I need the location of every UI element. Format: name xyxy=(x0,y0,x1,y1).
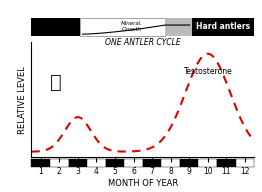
Text: ONE ANTLER CYCLE: ONE ANTLER CYCLE xyxy=(105,38,181,47)
X-axis label: MONTH OF YEAR: MONTH OF YEAR xyxy=(108,179,178,188)
Bar xyxy=(50,159,69,167)
Bar xyxy=(180,159,198,167)
Bar xyxy=(143,159,161,167)
Bar xyxy=(124,159,143,167)
FancyBboxPatch shape xyxy=(80,18,165,36)
Bar xyxy=(31,159,50,167)
FancyBboxPatch shape xyxy=(31,18,80,36)
Bar xyxy=(106,159,124,167)
Bar xyxy=(69,159,87,167)
Text: Testosterone: Testosterone xyxy=(184,68,232,76)
Bar xyxy=(87,159,106,167)
Bar xyxy=(198,159,217,167)
Bar xyxy=(217,159,236,167)
FancyBboxPatch shape xyxy=(165,18,192,36)
FancyBboxPatch shape xyxy=(192,18,254,36)
Y-axis label: RELATIVE LEVEL: RELATIVE LEVEL xyxy=(18,66,27,134)
Text: Hard antlers: Hard antlers xyxy=(196,22,250,31)
Text: Mineral.
Growth: Mineral. Growth xyxy=(121,22,143,32)
Bar xyxy=(161,159,180,167)
Text: 🦌: 🦌 xyxy=(50,73,62,92)
Bar xyxy=(236,159,254,167)
